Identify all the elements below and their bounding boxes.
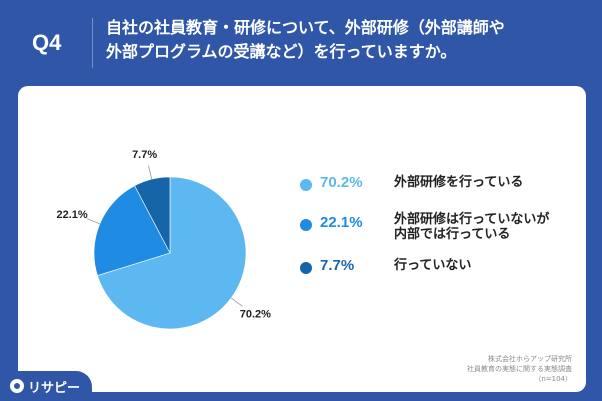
legend-dot-1: [300, 179, 312, 191]
brand-logo-text: リサピー: [28, 381, 81, 396]
legend-dot-3: [300, 262, 312, 274]
question-line-2: 外部プログラムの受講など）を行っていますか。: [106, 42, 457, 61]
legend-label-1-line-1: 外部研修を行っている: [394, 175, 524, 190]
pie-leader-line-2: [86, 218, 100, 225]
source-line-2: 社員教育の実態に関する実態調査: [467, 365, 572, 373]
source-line-3: （n=104）: [534, 375, 572, 383]
header: Q4 自社の社員教育・研修について、外部研修（外部講師や 外部プログラムの受講な…: [0, 0, 602, 84]
pie-data-label-3: 7.7%: [132, 149, 157, 161]
legend-value-1: 70.2%: [320, 174, 363, 191]
location-pin-icon: [10, 379, 24, 393]
question-text: 自社の社員教育・研修について、外部研修（外部講師や 外部プログラムの受講など）を…: [106, 16, 576, 64]
brand-logo: リサピー: [0, 371, 92, 401]
pie-slice-2: [93, 185, 171, 276]
legend-label-2: 外部研修は行っていないが 内部では行っている: [394, 212, 549, 242]
pie-slice-1: [97, 176, 247, 330]
pie-leader-line-3: [148, 165, 153, 180]
source-note: 株式会社ホらアップ研究所 社員教育の実態に関する実態調査 （n=104）: [467, 354, 572, 384]
question-number: Q4: [32, 30, 62, 55]
legend-label-1: 外部研修を行っている: [394, 175, 523, 190]
legend-dot-2: [300, 219, 312, 231]
pie-data-label-2: 22.1%: [56, 209, 87, 221]
legend-label-3-line-1: 行っていない: [394, 258, 472, 273]
legend-value-3: 7.7%: [320, 257, 355, 274]
legend-value-2: 22.1%: [320, 214, 363, 231]
question-line-1: 自社の社員教育・研修について、外部研修（外部講師や: [106, 18, 505, 37]
pie-slice-3: [134, 176, 171, 254]
legend-label-3: 行っていない: [394, 258, 471, 273]
legend-label-2-line-1: 外部研修は行っていないが: [394, 212, 550, 227]
chart-card: 70.2% 22.1% 7.7% 70.2% 外部研修を行っている 22.1% 外部…: [18, 86, 586, 392]
header-divider: [92, 18, 93, 68]
source-line-1: 株式会社ホらアップ研究所: [488, 355, 572, 363]
pie-data-label-1: 70.2%: [240, 308, 271, 320]
pie-leader-line-1: [230, 297, 243, 307]
legend-label-2-line-2: 内部では行っている: [394, 227, 511, 242]
pie-chart: 70.2% 22.1% 7.7%: [56, 149, 271, 330]
